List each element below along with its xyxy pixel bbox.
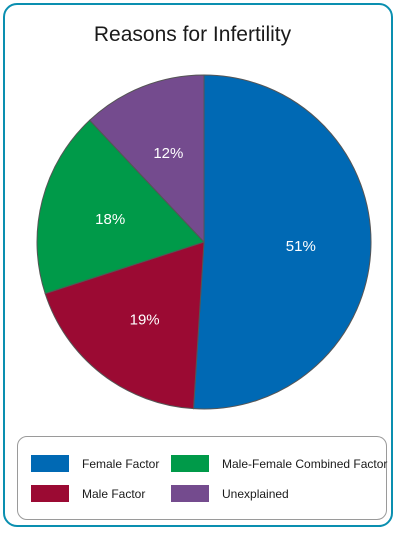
legend-swatch-female-factor	[31, 455, 69, 472]
pie-label-male-female-combined-factor: 18%	[95, 211, 125, 228]
legend-item-unexplained: Unexplained	[171, 485, 289, 502]
pie-slice-male-female-combined-factor	[36, 119, 205, 295]
chart-title: Reasons for Infertility	[93, 23, 292, 46]
legend-swatch-combined-factor	[171, 455, 209, 472]
pie-label-male-factor: 19%	[130, 312, 160, 329]
pie-slice-unexplained	[88, 74, 205, 244]
legend-item-combined-factor: Male-Female Combined Factor	[171, 455, 387, 472]
pie-label-female-factor: 51%	[286, 238, 316, 255]
legend-label-combined-factor: Male-Female Combined Factor	[222, 456, 388, 471]
legend-swatch-male-factor	[31, 485, 69, 502]
legend-label-unexplained: Unexplained	[222, 486, 289, 501]
legend-item-male-factor: Male Factor	[31, 485, 145, 502]
pie-slice-female-factor	[192, 74, 372, 410]
legend: Female Factor Male Factor Male-Female Co…	[17, 436, 387, 520]
legend-swatch-unexplained	[171, 485, 209, 502]
legend-label-male-factor: Male Factor	[82, 486, 146, 501]
pie-label-unexplained: 12%	[153, 145, 183, 162]
legend-label-female-factor: Female Factor	[82, 456, 160, 471]
pie-slice-male-factor	[44, 241, 205, 410]
legend-item-female-factor: Female Factor	[31, 455, 159, 472]
